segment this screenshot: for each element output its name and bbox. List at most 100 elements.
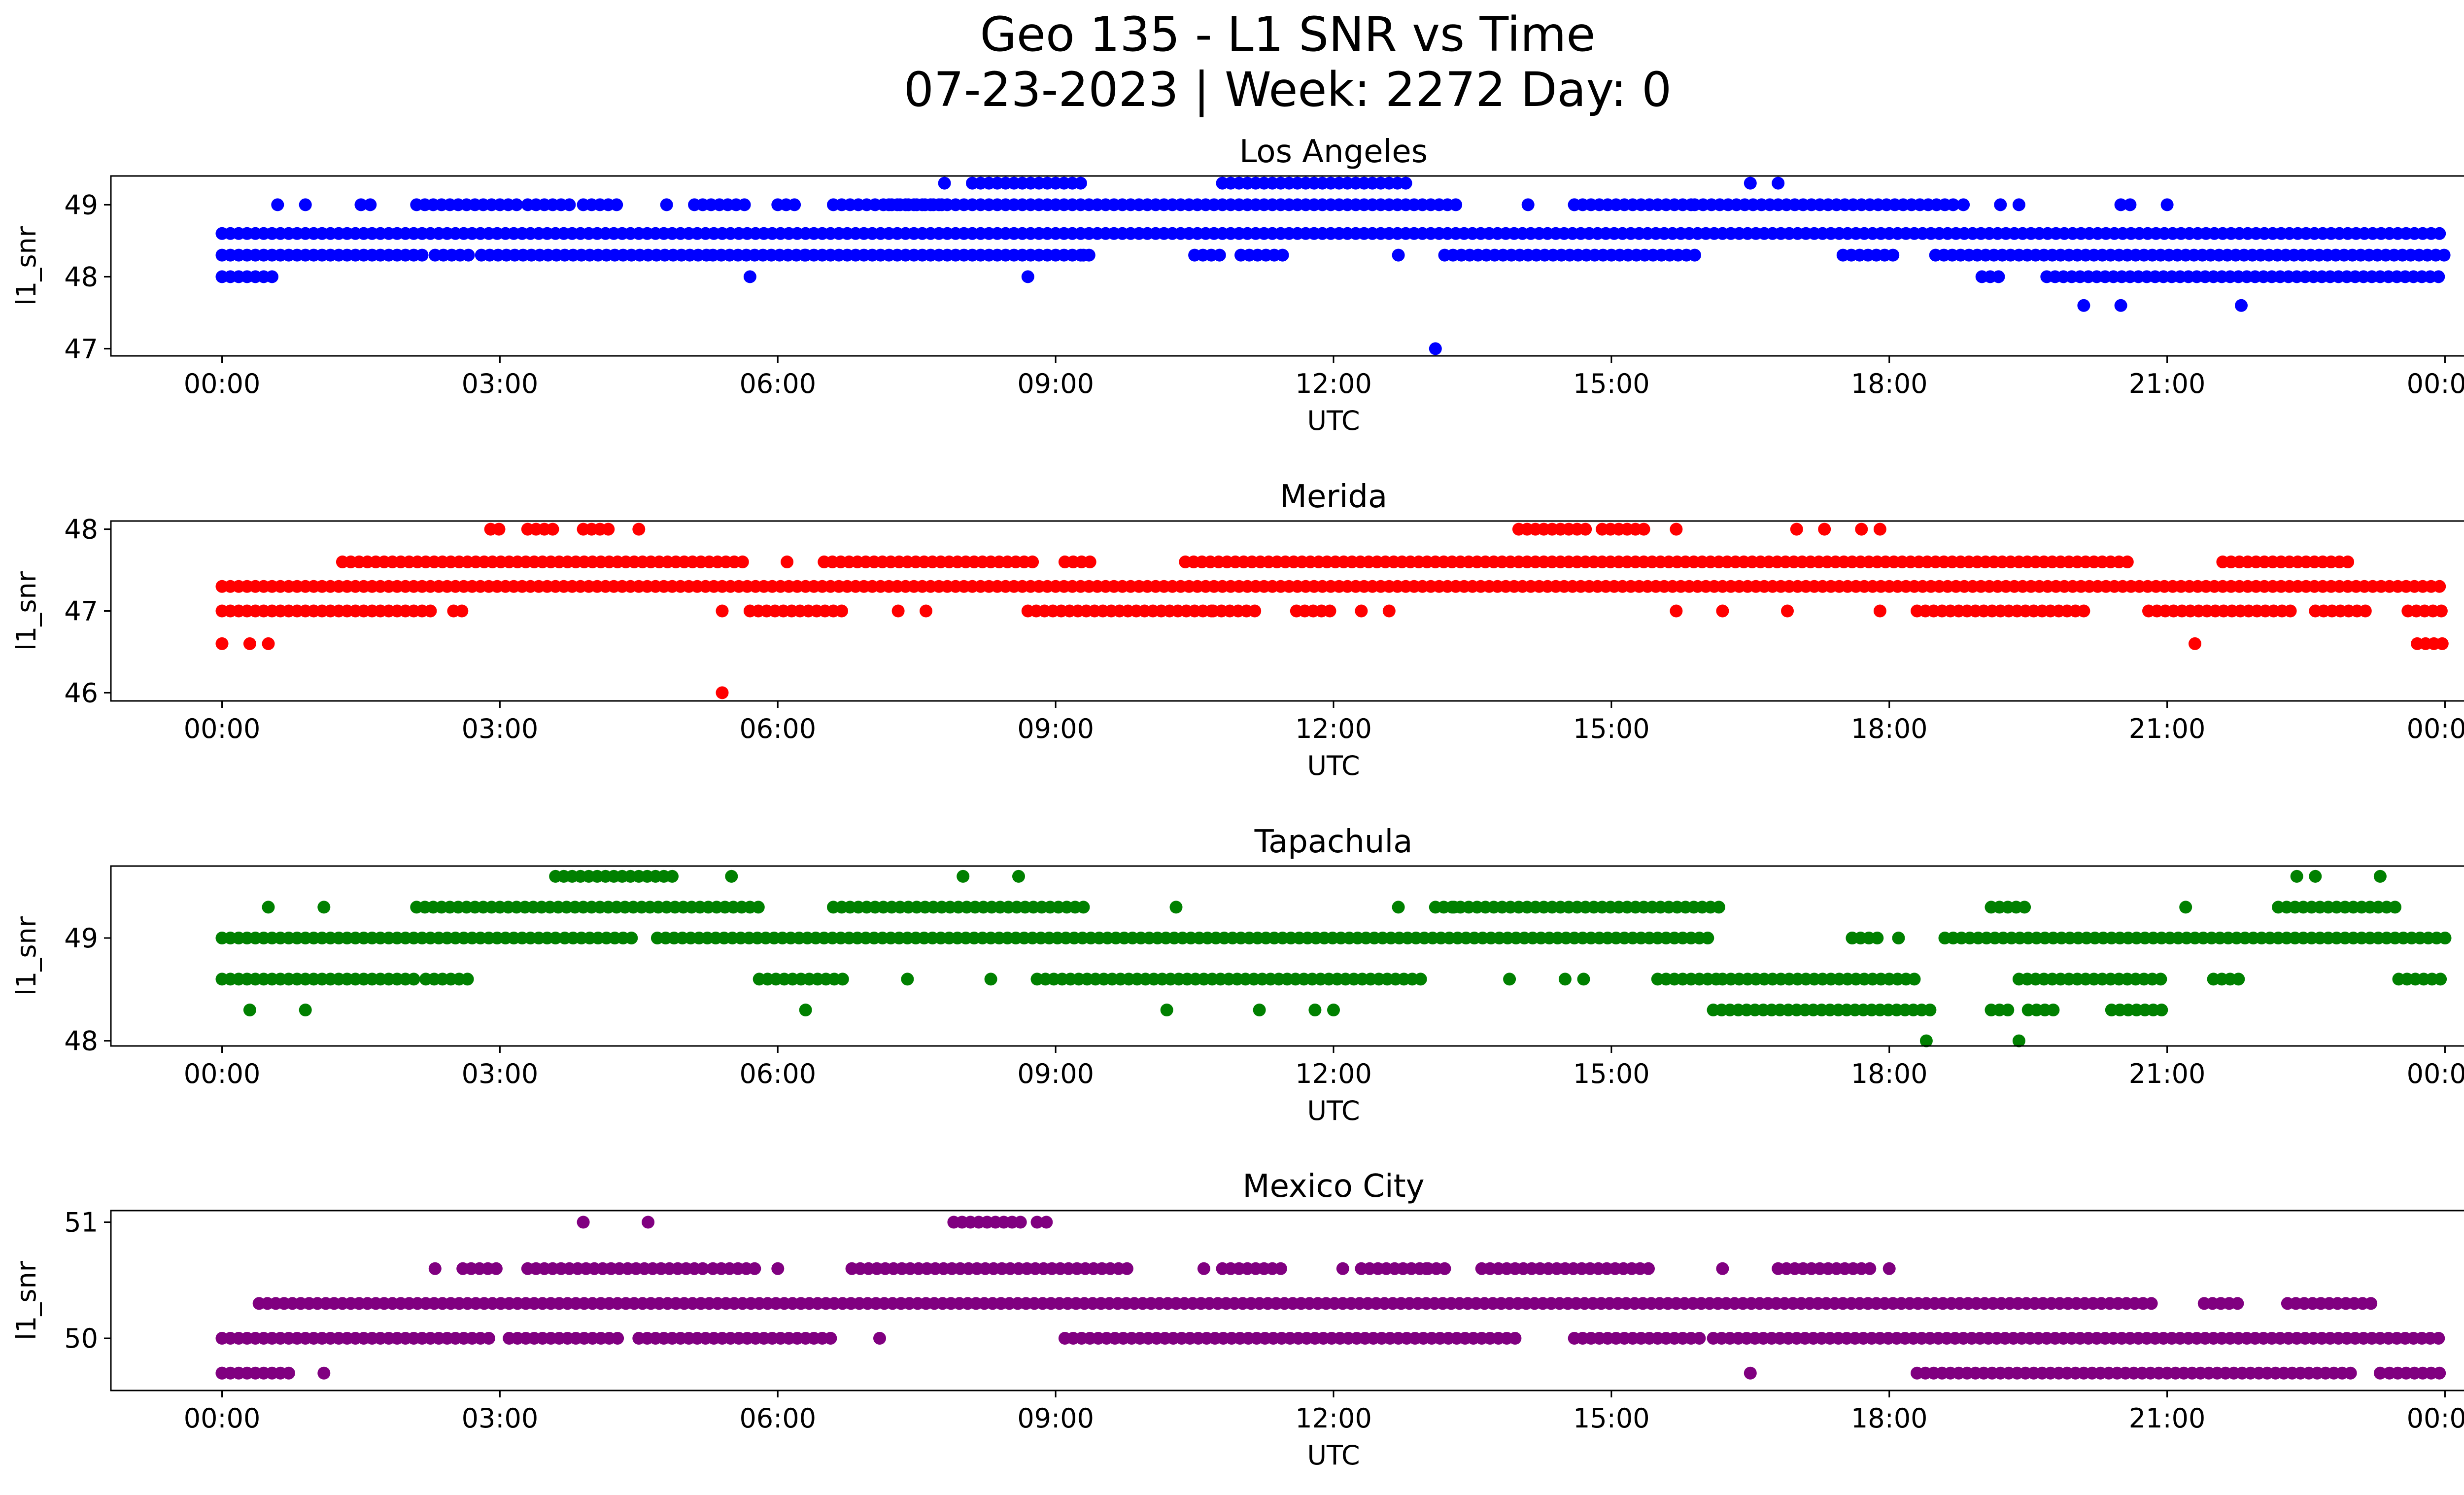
y-tick-label: 49 [64, 189, 98, 220]
data-point [748, 1262, 761, 1275]
data-point [1449, 198, 1463, 211]
data-point [1399, 176, 1412, 190]
data-point [2432, 1332, 2445, 1345]
data-point [266, 270, 278, 283]
data-point [2114, 299, 2127, 312]
scatter-series [215, 522, 2449, 699]
data-point [1026, 556, 1039, 568]
data-point [2433, 227, 2446, 240]
data-point [1274, 1262, 1287, 1275]
y-tick-label: 46 [64, 677, 98, 708]
x-tick-label: 18:00 [1851, 713, 1928, 744]
x-tick-label: 18:00 [1851, 1058, 1928, 1089]
y-tick-label: 47 [64, 596, 98, 627]
subplot-title: Tapachula [1254, 824, 1413, 860]
data-point [771, 1262, 785, 1275]
data-point [262, 901, 275, 914]
x-tick-label: 12:00 [1295, 1058, 1372, 1089]
data-point [2290, 869, 2303, 883]
data-point [1030, 1216, 1044, 1229]
data-point [1447, 901, 1461, 914]
subplot-merida: Merida 46 47 48 00:00 03:00 06:00 09:00 12:00 15:… [11, 479, 2464, 781]
x-tick-label: 00:00 [2407, 368, 2464, 399]
x-tick-label: 00:00 [2407, 1058, 2464, 1089]
data-point [835, 604, 848, 618]
data-point [1923, 1004, 1937, 1016]
data-point [2155, 1004, 2168, 1016]
data-point [407, 973, 420, 986]
subplot-title: Merida [1280, 479, 1388, 515]
data-point [2012, 1034, 2025, 1047]
data-point [354, 198, 368, 211]
data-point [1323, 604, 1336, 618]
data-point [2123, 198, 2137, 211]
x-tick-label: 15:00 [1573, 713, 1650, 744]
data-point [489, 1262, 503, 1275]
data-point [1772, 176, 1785, 190]
data-point [1327, 1004, 1340, 1016]
figure-title-line-1: Geo 135 - L1 SNR vs Time [980, 7, 1596, 62]
data-point [1392, 248, 1405, 262]
y-tick-label: 48 [64, 514, 98, 545]
data-point [1355, 604, 1368, 618]
data-point [2232, 973, 2245, 986]
data-point [1882, 1262, 1896, 1275]
data-point [1855, 522, 1868, 536]
x-tick-label: 06:00 [739, 368, 816, 399]
scatter-series [215, 176, 2451, 355]
data-point [2154, 973, 2167, 986]
data-point [2001, 1004, 2015, 1016]
data-point [1992, 270, 2005, 283]
data-point [2231, 1297, 2244, 1310]
data-point [1716, 604, 1729, 618]
data-point [1744, 1366, 1757, 1380]
data-point [1308, 1004, 1322, 1016]
data-point [696, 1262, 709, 1275]
x-tick-label: 09:00 [1017, 1403, 1094, 1434]
data-point [1420, 1262, 1433, 1275]
x-tick-label: 15:00 [1573, 368, 1650, 399]
data-point [2373, 869, 2387, 883]
data-point [2389, 901, 2401, 914]
data-point [1947, 198, 1960, 211]
data-point [2341, 556, 2355, 568]
data-point [1957, 198, 1970, 211]
x-tick-label: 06:00 [739, 713, 816, 744]
x-tick-label: 00:00 [2407, 1403, 2464, 1434]
data-point [1670, 522, 1683, 536]
x-tick-label: 21:00 [2129, 1058, 2206, 1089]
data-point [549, 932, 562, 944]
x-tick-label: 12:00 [1295, 713, 1372, 744]
data-point [1429, 342, 1442, 355]
data-point [1688, 248, 1701, 262]
data-point [1336, 1262, 1349, 1275]
data-point [1521, 198, 1535, 211]
data-point [2047, 1004, 2060, 1016]
x-tick-label: 03:00 [462, 368, 539, 399]
data-point [2284, 604, 2297, 618]
data-point [1818, 522, 1831, 536]
scatter-series [215, 1216, 2446, 1380]
data-point [788, 198, 801, 211]
data-point [2435, 637, 2449, 650]
data-point [781, 556, 794, 568]
data-point [938, 176, 951, 190]
data-point [1012, 869, 1025, 883]
data-point [317, 901, 331, 914]
x-tick-label: 00:00 [184, 1403, 261, 1434]
data-point [610, 198, 623, 211]
data-point [2121, 556, 2134, 568]
x-tick-label: 00:00 [184, 1058, 261, 1089]
data-point [1892, 932, 1905, 944]
data-point [1873, 522, 1886, 536]
data-point [1670, 604, 1683, 618]
scatter-series [215, 869, 2452, 1047]
x-tick-label: 21:00 [2129, 713, 2206, 744]
data-point [282, 1366, 295, 1380]
data-point [1382, 604, 1396, 618]
data-point [1248, 604, 1262, 618]
data-point [299, 1004, 312, 1016]
data-point [1637, 522, 1650, 536]
data-point [1197, 1262, 1210, 1275]
